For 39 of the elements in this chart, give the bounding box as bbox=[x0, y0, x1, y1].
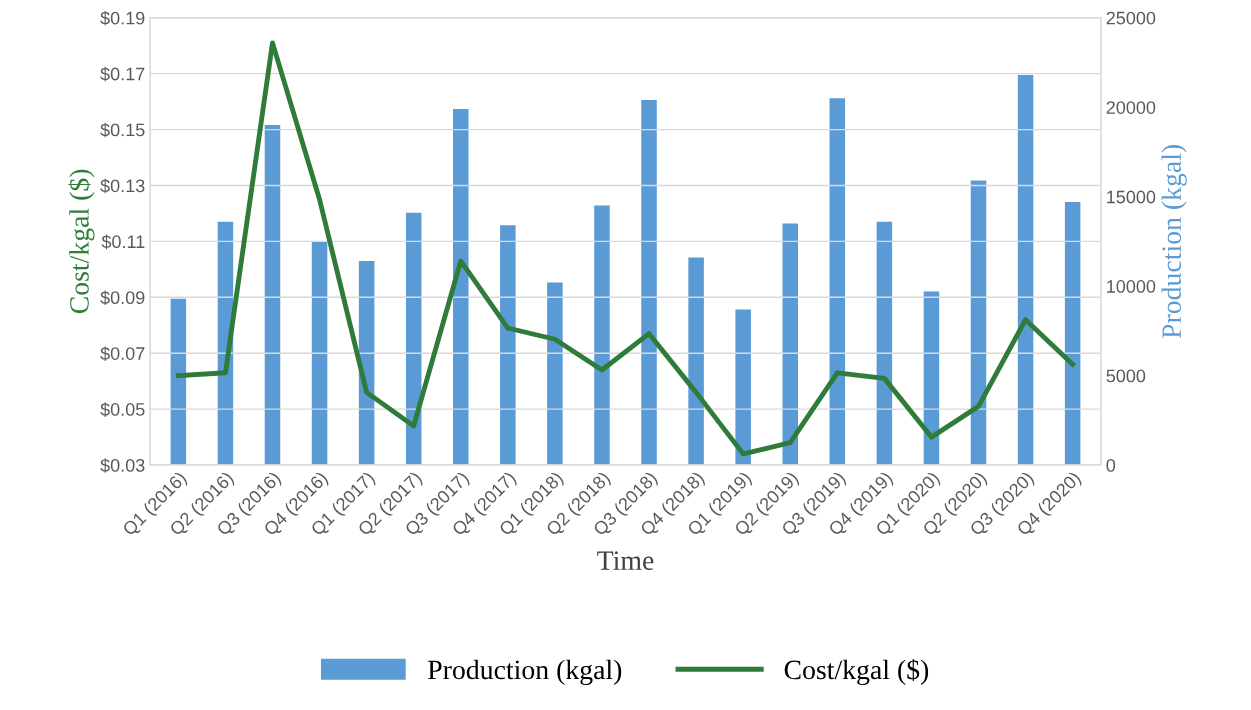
y2-tick-label: 10000 bbox=[1107, 280, 1156, 293]
y2-tick-label: 0 bbox=[1106, 458, 1116, 472]
x-axis-title: Time bbox=[597, 551, 654, 570]
line-series bbox=[175, 40, 1076, 457]
y-tick-label: $0.03 bbox=[100, 458, 145, 473]
y2-tick-label: 5000 bbox=[1106, 369, 1146, 383]
bar bbox=[547, 282, 563, 466]
bar bbox=[405, 212, 422, 466]
bar bbox=[735, 309, 751, 466]
bar bbox=[923, 291, 940, 466]
bar bbox=[500, 225, 516, 466]
y-tick-label: $0.09 bbox=[100, 290, 145, 306]
y2-tick-label: 15000 bbox=[1107, 190, 1156, 204]
bar bbox=[170, 298, 187, 466]
y-tick-label: $0.05 bbox=[100, 402, 145, 417]
bar bbox=[1017, 75, 1034, 466]
legend-label: Cost/kgal ($) bbox=[784, 658, 929, 685]
bar bbox=[1064, 202, 1081, 466]
bar bbox=[876, 221, 893, 466]
y-tick-label: $0.13 bbox=[100, 178, 145, 194]
y2-tick-label: 20000 bbox=[1106, 101, 1156, 114]
y-tick-label: $0.17 bbox=[100, 66, 145, 82]
y2-tick-label: 25000 bbox=[1106, 11, 1156, 25]
y-tick-label: $0.07 bbox=[100, 346, 145, 362]
bar bbox=[594, 205, 610, 466]
y2-axis-title: Production (kgal) bbox=[1161, 145, 1187, 339]
bar bbox=[264, 125, 281, 466]
bar bbox=[782, 223, 798, 466]
bar bbox=[688, 257, 704, 466]
bar bbox=[641, 100, 657, 466]
y-axis-title: Cost/kgal ($) bbox=[68, 169, 95, 314]
bar bbox=[453, 109, 469, 466]
bar bbox=[311, 241, 328, 466]
y-tick-label: $0.19 bbox=[100, 10, 145, 26]
y-tick-label: $0.11 bbox=[101, 234, 145, 250]
legend-label: Production (kgal) bbox=[428, 659, 622, 685]
y-tick-label: $0.15 bbox=[100, 122, 145, 138]
bar bbox=[970, 180, 987, 466]
bar bbox=[829, 98, 846, 466]
